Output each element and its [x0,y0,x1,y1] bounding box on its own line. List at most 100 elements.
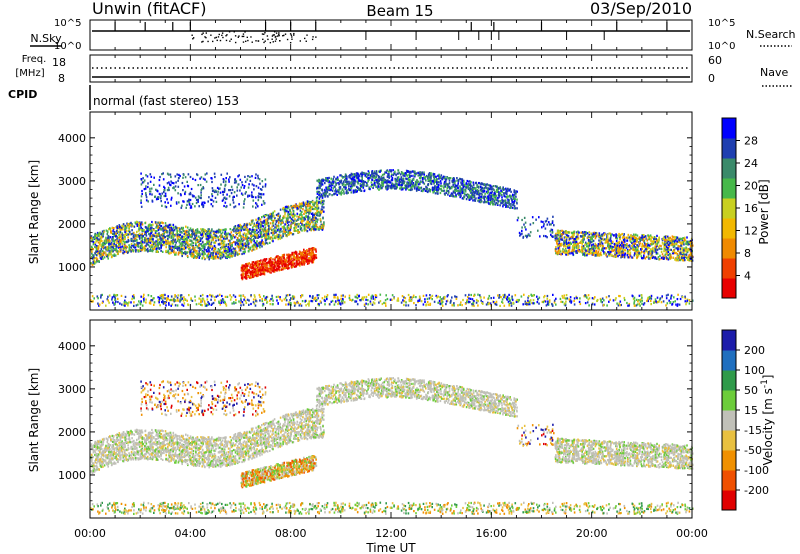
nsky-dip-point [233,31,235,33]
scatter-cell [215,230,218,233]
scatter-cell [137,221,139,224]
scatter-cell [211,193,213,196]
scatter-cell [90,245,93,248]
scatter-cell [207,246,210,249]
scatter-cell [159,221,162,224]
nsky-dip-point [228,31,231,33]
scatter-cell [323,223,325,226]
scatter-cell [190,243,192,246]
scatter-cell [302,216,304,219]
scatter-cell [395,174,397,177]
scatter-cell [228,252,231,256]
scatter-cell [285,207,287,210]
scatter-cell [154,195,157,198]
scatter-cell [369,174,372,177]
scatter-cell [194,234,196,237]
scatter-cell [230,238,233,241]
nsky-trace [92,22,690,44]
scatter-cell [163,194,166,198]
scatter-cell [209,230,211,233]
scatter-cell [287,206,290,209]
scatter-cell [179,237,182,240]
scatter-cell [220,228,222,232]
scatter-cell [200,238,202,241]
scatter-cell [214,255,217,258]
scatter-cell [112,237,114,240]
scatter-cell [235,229,237,232]
scatter-cell [159,175,161,179]
scatter-cell [277,224,280,227]
scatter-cell [266,218,268,221]
scatter-cell [343,180,345,183]
scatter-cell [300,216,303,219]
scatter-cell [290,221,293,224]
scatter-cell [122,223,125,226]
nsky-dip-point [263,33,265,35]
scatter-cell [175,241,177,244]
scatter-cell [307,202,310,206]
scatter-cell [270,217,273,220]
scatter-cell [367,180,369,183]
scatter-cell [179,174,181,178]
scatter-cell [194,205,196,208]
scatter-cell [197,231,199,234]
scatter-cell [274,236,276,239]
scatter-cell [202,187,205,190]
scatter-cell [311,216,314,219]
scatter-cell [196,245,199,248]
scatter-cell [222,178,225,181]
scatter-cell [312,207,315,211]
scatter-cell [335,190,338,193]
scatter-cell [158,233,161,236]
scatter-cell [382,180,384,183]
scatter-cell [406,182,408,185]
scatter-cell [221,231,224,234]
scatter-cell [324,182,326,185]
scatter-cell [92,243,95,246]
scatter-cell [228,248,231,251]
scatter-cell [116,226,118,230]
scatter-cell [470,181,472,184]
scatter-cell [303,212,305,215]
scatter-cell [208,237,210,240]
scatter-cell [134,221,137,224]
scatter-cell [90,235,93,238]
scatter-cell [195,235,198,238]
scatter-cell [177,251,180,254]
scatter-cell [313,229,315,232]
scatter-cell [252,246,255,250]
scatter-cell [232,247,235,250]
scatter-cell [131,224,133,227]
scatter-cell [272,234,274,237]
nsky-dip-point [273,31,276,33]
scatter-cell [248,183,250,186]
scatter-cell [254,176,257,179]
scatter-cell [301,229,303,232]
scatter-cell [308,212,310,215]
scatter-cell [191,232,193,235]
scatter-cell [194,246,197,249]
scatter-cell [163,241,165,244]
scatter-cell [210,239,213,242]
scatter-cell [165,246,167,249]
scatter-cell [229,233,231,236]
scatter-cell [140,242,142,245]
scatter-cell [251,220,253,223]
scatter-cell [244,175,246,178]
scatter-cell [301,210,303,214]
scatter-cell [115,239,117,242]
scatter-cell [266,224,269,227]
scatter-cell [299,217,302,220]
scatter-cell [92,263,95,266]
scatter-cell [483,199,486,202]
scatter-cell [168,236,170,239]
scatter-cell [314,216,317,219]
scatter-cell [237,175,239,178]
scatter-cell [160,239,162,242]
scatter-cell [206,254,208,257]
scatter-cell [284,234,287,237]
scatter-cell [234,254,236,257]
scatter-cell [182,229,185,233]
scatter-cell [154,230,157,233]
scatter-cell [145,226,147,229]
